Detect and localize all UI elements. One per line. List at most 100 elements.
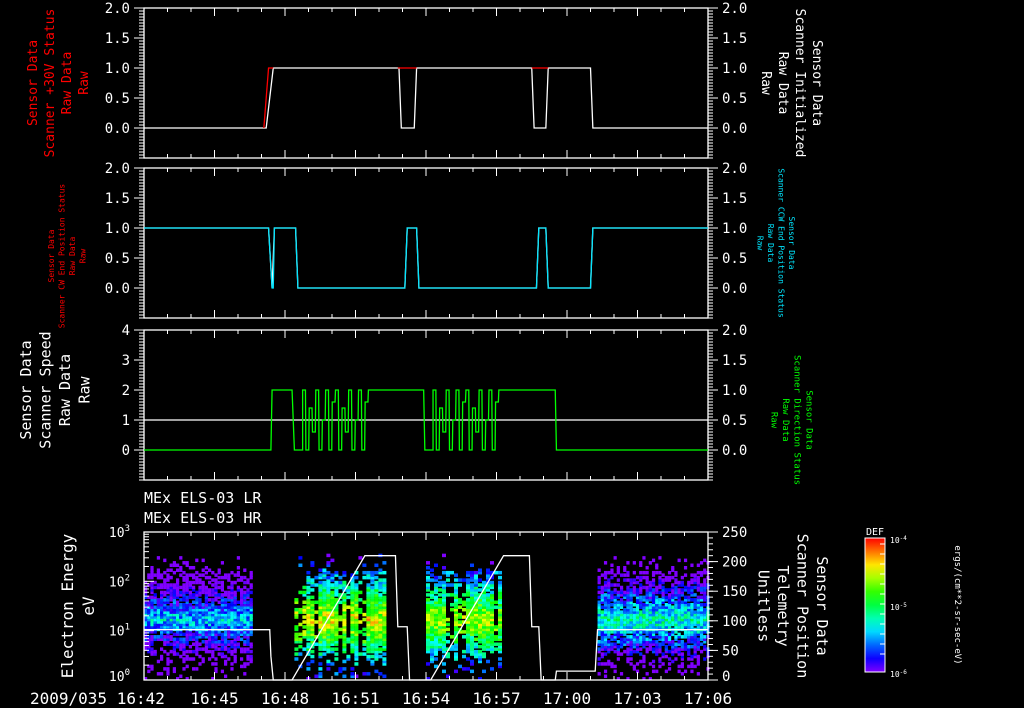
spectrogram-cell — [147, 630, 151, 634]
spectrogram-cell — [220, 637, 224, 642]
spectrogram-cell — [645, 642, 649, 646]
spectrogram-cell — [378, 607, 383, 612]
spectrogram-cell — [597, 657, 601, 661]
spectrogram-cell — [454, 652, 458, 656]
spectrogram-cell — [677, 580, 681, 585]
spectrogram-cell — [188, 622, 192, 627]
spectrogram-cell — [350, 632, 355, 637]
spectrogram-cell — [494, 627, 498, 632]
spectrogram-cell — [326, 607, 331, 612]
scanner-initialized-line — [144, 67, 708, 129]
spectrogram-cell — [632, 588, 636, 592]
spectrogram-cell — [655, 595, 659, 600]
spectrogram-cell — [144, 588, 148, 592]
spectrogram-cell — [454, 603, 458, 607]
spectrogram-cell — [639, 583, 643, 587]
spectrogram-cell — [153, 615, 157, 619]
right-y-axis-4-tick-label: 100 — [722, 614, 747, 630]
spectrogram-cell — [236, 612, 240, 617]
spectrogram-cell — [470, 637, 474, 642]
spectrogram-cell — [334, 607, 339, 612]
spectrogram-cell — [699, 615, 704, 619]
spectrogram-cell — [211, 593, 215, 597]
spectrogram-cell — [674, 657, 678, 661]
spectrogram-cell — [603, 580, 608, 585]
spectrogram-cell — [346, 590, 351, 595]
spectrogram-cell — [188, 590, 192, 595]
y-tick-label: 100 — [109, 668, 130, 685]
spectrogram-cell — [378, 610, 383, 614]
spectrogram-cell — [350, 627, 355, 632]
spectrogram-cell — [185, 607, 189, 612]
spectrogram-cell — [163, 625, 167, 629]
spectrogram-cell — [466, 583, 470, 587]
spectrogram-cell — [185, 563, 189, 568]
spectrogram-cell — [661, 635, 665, 639]
spectrogram-cell — [696, 647, 700, 651]
spectrogram-cell — [677, 669, 681, 674]
spectrogram-cell — [610, 563, 614, 568]
spectrogram-cell — [426, 588, 430, 592]
spectrogram-cell — [434, 640, 438, 644]
spectrogram-cell — [430, 605, 434, 609]
spectrogram-cell — [619, 605, 624, 609]
spectrogram-cell — [607, 600, 611, 605]
spectrogram-cell — [208, 617, 212, 622]
spectrogram-cell — [310, 578, 315, 582]
spectrogram-cell — [466, 610, 470, 614]
spectrogram-cell — [661, 607, 665, 612]
spectrogram-cell — [310, 561, 315, 565]
spectrogram-cell — [318, 652, 323, 656]
spectrogram-cell — [661, 630, 665, 634]
spectrogram-cell — [690, 644, 694, 649]
spectrogram-cell — [382, 585, 387, 590]
right-y-axis-3-tick-label: 0.5 — [722, 413, 747, 429]
panel-1-left-label-line: Raw Data — [60, 52, 75, 115]
spectrogram-cell — [680, 652, 684, 656]
spectrogram-cell — [182, 612, 186, 617]
spectrogram-cell — [632, 625, 636, 629]
spectrogram-cell — [358, 607, 363, 612]
spectrogram-cell — [434, 612, 438, 617]
spectrogram-cell — [699, 617, 704, 622]
spectrogram-cell — [699, 590, 704, 595]
spectrogram-cell — [350, 593, 355, 597]
spectrogram-cell — [616, 632, 620, 637]
spectrogram-cell — [350, 647, 355, 651]
spectrogram-cell — [470, 669, 474, 674]
spectrogram-cell — [703, 610, 707, 614]
spectrogram-cell — [664, 595, 668, 600]
spectrogram-cell — [597, 640, 601, 644]
spectrogram-cell — [179, 654, 183, 659]
spectrogram-cell — [236, 642, 240, 646]
spectrogram-cell — [607, 590, 611, 595]
spectrogram-cell — [362, 640, 367, 644]
spectrogram-cell — [674, 622, 678, 627]
spectrogram-cell — [629, 605, 633, 609]
spectrogram-cell — [172, 590, 176, 595]
spectrogram-cell — [354, 583, 359, 587]
spectrogram-cell — [342, 659, 347, 664]
spectrogram-cell — [370, 635, 375, 639]
spectrogram-cell — [603, 625, 608, 629]
spectrogram-cell — [224, 674, 228, 679]
spectrogram-cell — [147, 669, 151, 674]
spectrogram-cell — [204, 642, 208, 646]
spectrogram-cell — [466, 605, 470, 609]
spectrogram-cell — [426, 583, 430, 587]
spectrogram-cell — [616, 605, 620, 609]
spectrogram-cell — [664, 637, 668, 642]
spectrogram-cell — [677, 583, 681, 587]
right-y-axis-4-tick-label: 250 — [722, 525, 747, 541]
spectrogram-cell — [674, 600, 678, 605]
spectrogram-cell — [667, 657, 672, 661]
spectrogram-cell — [243, 603, 247, 607]
spectrogram-cell — [466, 640, 470, 644]
spectrogram-cell — [240, 622, 244, 627]
spectrogram-cell — [233, 573, 237, 577]
spectrogram-cell — [426, 610, 430, 614]
spectrogram-cell — [192, 607, 196, 612]
spectrogram-cell — [201, 617, 205, 622]
spectrogram-cell — [442, 625, 446, 629]
spectrogram-cell — [233, 647, 237, 651]
